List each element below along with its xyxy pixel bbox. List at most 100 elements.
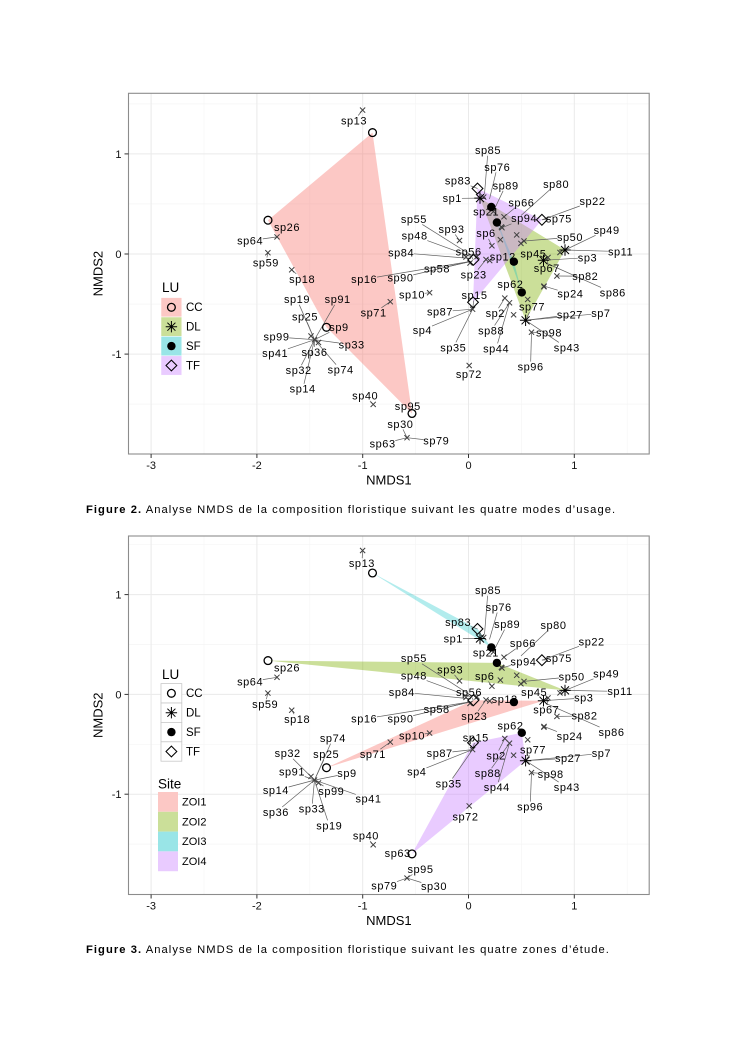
svg-text:sp2: sp2 (486, 308, 505, 320)
svg-text:sp33: sp33 (299, 804, 325, 816)
svg-text:sp40: sp40 (352, 390, 378, 402)
svg-text:sp23: sp23 (461, 711, 487, 723)
svg-text:ZOI2: ZOI2 (182, 816, 206, 828)
svg-text:sp58: sp58 (424, 704, 450, 716)
svg-text:sp62: sp62 (497, 279, 523, 291)
svg-text:1: 1 (115, 149, 121, 161)
svg-text:sp25: sp25 (313, 749, 339, 761)
svg-text:sp90: sp90 (387, 713, 413, 725)
svg-text:sp59: sp59 (252, 699, 278, 711)
svg-text:sp13: sp13 (341, 116, 367, 128)
svg-text:sp14: sp14 (290, 384, 316, 396)
svg-text:sp36: sp36 (263, 807, 289, 819)
svg-text:sp49: sp49 (593, 668, 619, 680)
svg-text:sp67: sp67 (533, 705, 559, 717)
svg-text:ZOI4: ZOI4 (182, 856, 206, 868)
svg-text:sp44: sp44 (484, 782, 510, 794)
svg-text:sp27: sp27 (557, 310, 583, 322)
svg-text:sp99: sp99 (318, 786, 344, 798)
svg-text:sp3: sp3 (574, 693, 593, 705)
svg-text:sp99: sp99 (263, 332, 289, 344)
svg-text:CC: CC (186, 302, 203, 314)
svg-text:sp85: sp85 (475, 145, 501, 157)
svg-text:sp75: sp75 (546, 213, 572, 225)
svg-text:sp56: sp56 (456, 247, 482, 259)
svg-text:0: 0 (115, 689, 121, 701)
svg-text:sp18: sp18 (289, 274, 315, 286)
svg-text:0: 0 (115, 249, 121, 261)
svg-text:sp72: sp72 (456, 369, 482, 381)
svg-text:sp22: sp22 (579, 196, 605, 208)
svg-text:sp90: sp90 (387, 273, 413, 285)
svg-text:sp14: sp14 (263, 785, 289, 797)
svg-text:sp79: sp79 (423, 436, 449, 448)
svg-text:sp71: sp71 (361, 308, 387, 320)
svg-text:sp96: sp96 (518, 362, 544, 374)
svg-text:sp88: sp88 (475, 768, 501, 780)
svg-text:sp19: sp19 (316, 820, 342, 832)
svg-text:sp93: sp93 (437, 664, 463, 676)
svg-text:sp76: sp76 (486, 602, 512, 614)
svg-text:sp18: sp18 (284, 714, 310, 726)
svg-text:sp27: sp27 (555, 753, 581, 765)
svg-text:sp62: sp62 (497, 720, 523, 732)
svg-text:sp55: sp55 (401, 653, 427, 665)
svg-text:sp19: sp19 (284, 294, 310, 306)
svg-text:DL: DL (186, 708, 201, 720)
svg-text:sp24: sp24 (557, 289, 583, 301)
svg-text:-2: -2 (252, 901, 262, 913)
svg-text:-1: -1 (112, 349, 122, 361)
svg-text:sp98: sp98 (536, 328, 562, 340)
svg-text:NMDS1: NMDS1 (366, 913, 412, 928)
svg-text:sp1: sp1 (444, 633, 463, 645)
svg-text:1: 1 (571, 460, 577, 472)
svg-text:sp94: sp94 (511, 213, 537, 225)
svg-text:-1: -1 (358, 901, 368, 913)
svg-text:sp26: sp26 (274, 663, 300, 675)
svg-text:sp12: sp12 (490, 252, 516, 264)
svg-text:sp43: sp43 (554, 342, 580, 354)
svg-text:sp56: sp56 (456, 687, 482, 699)
svg-text:sp95: sp95 (395, 401, 421, 413)
svg-text:sp63: sp63 (385, 848, 411, 860)
svg-text:sp86: sp86 (600, 287, 626, 299)
svg-text:sp50: sp50 (559, 672, 585, 684)
svg-text:0: 0 (465, 901, 471, 913)
svg-text:sp9: sp9 (337, 768, 356, 780)
svg-text:sp50: sp50 (557, 232, 583, 244)
svg-text:sp76: sp76 (484, 162, 510, 174)
svg-text:sp71: sp71 (360, 749, 386, 761)
svg-text:TF: TF (186, 746, 200, 758)
svg-text:sp79: sp79 (371, 881, 397, 893)
svg-text:sp89: sp89 (493, 180, 519, 192)
svg-text:sp32: sp32 (275, 748, 301, 760)
svg-text:sp44: sp44 (483, 343, 509, 355)
svg-text:sp45: sp45 (520, 248, 546, 260)
svg-text:sp95: sp95 (407, 864, 433, 876)
svg-text:sp75: sp75 (546, 653, 572, 665)
svg-text:NMDS2: NMDS2 (91, 692, 106, 738)
svg-text:0: 0 (465, 460, 471, 472)
svg-text:-2: -2 (252, 460, 262, 472)
svg-text:sp96: sp96 (517, 802, 543, 814)
svg-text:sp10: sp10 (399, 290, 425, 302)
svg-text:1: 1 (115, 590, 121, 602)
svg-text:TF: TF (186, 360, 200, 372)
svg-text:sp74: sp74 (328, 365, 354, 377)
svg-text:sp41: sp41 (262, 348, 288, 360)
svg-text:sp64: sp64 (237, 676, 263, 688)
svg-text:sp15: sp15 (463, 732, 489, 744)
svg-text:sp1: sp1 (443, 193, 462, 205)
svg-text:sp45: sp45 (521, 687, 547, 699)
svg-text:sp7: sp7 (591, 308, 610, 320)
svg-text:sp66: sp66 (508, 197, 534, 209)
svg-text:sp86: sp86 (598, 727, 624, 739)
svg-text:DL: DL (186, 322, 201, 334)
svg-text:sp41: sp41 (355, 794, 381, 806)
svg-text:sp9: sp9 (329, 322, 348, 334)
svg-text:sp4: sp4 (413, 325, 432, 337)
svg-text:sp63: sp63 (370, 438, 396, 450)
svg-text:LU: LU (162, 667, 179, 682)
svg-text:sp91: sp91 (325, 294, 351, 306)
svg-text:sp98: sp98 (538, 769, 564, 781)
